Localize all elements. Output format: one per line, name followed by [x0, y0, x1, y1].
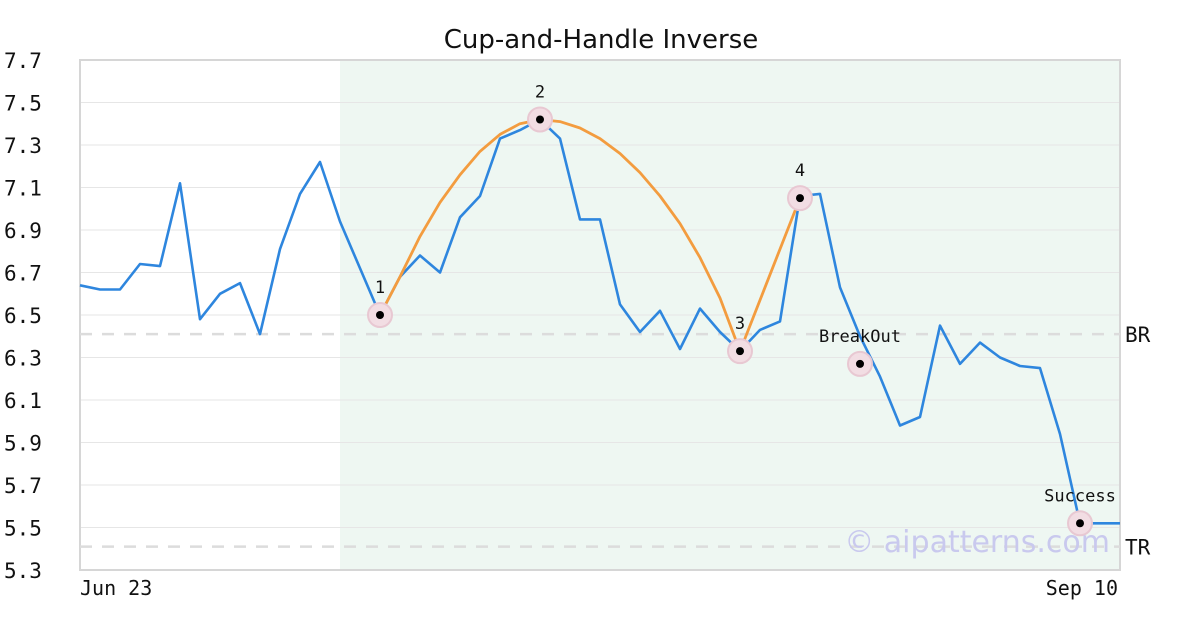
- y-tick-label: 5.5: [4, 517, 42, 541]
- price-series-line: [79, 118, 1120, 525]
- annotation-label: 3: [735, 314, 745, 334]
- y-tick-label: 6.3: [4, 347, 42, 371]
- annotation-point: [796, 194, 804, 203]
- y-tick-label: 6.1: [4, 389, 42, 413]
- annotation-label: Success: [1044, 486, 1116, 506]
- y-tick-label: 6.7: [4, 262, 42, 286]
- annotation-label: BreakOut: [819, 327, 901, 347]
- reference-label-tr: TR: [1125, 536, 1151, 560]
- watermark-text: © aipatterns.com: [844, 525, 1110, 560]
- x-tick-label: Sep 10: [1046, 576, 1118, 600]
- y-tick-label: 5.9: [4, 432, 42, 456]
- y-tick-label: 6.5: [4, 304, 42, 328]
- reference-label-br: BR: [1125, 323, 1151, 347]
- y-tick-label: 5.3: [4, 559, 42, 583]
- chart-title: Cup-and-Handle Inverse: [444, 25, 759, 55]
- y-tick-label: 5.7: [4, 474, 42, 498]
- y-tick-label: 7.1: [4, 177, 42, 201]
- plot-frame: [79, 59, 1121, 571]
- annotation-label: 4: [795, 161, 805, 181]
- annotation-label: 2: [535, 83, 545, 103]
- annotation-point: [536, 115, 544, 124]
- y-tick-label: 7.7: [4, 49, 42, 73]
- annotation-point: [376, 311, 384, 319]
- y-tick-label: 6.9: [4, 219, 42, 243]
- y-tick-label: 7.3: [4, 134, 42, 158]
- annotation-point: [856, 359, 864, 368]
- cup-fit-line: [378, 118, 802, 353]
- annotation-label: 1: [375, 278, 385, 298]
- x-tick-label: Jun 23: [80, 576, 152, 600]
- y-tick-label: 7.5: [4, 92, 42, 116]
- annotation-point: [1076, 519, 1084, 528]
- annotation-point: [736, 347, 744, 356]
